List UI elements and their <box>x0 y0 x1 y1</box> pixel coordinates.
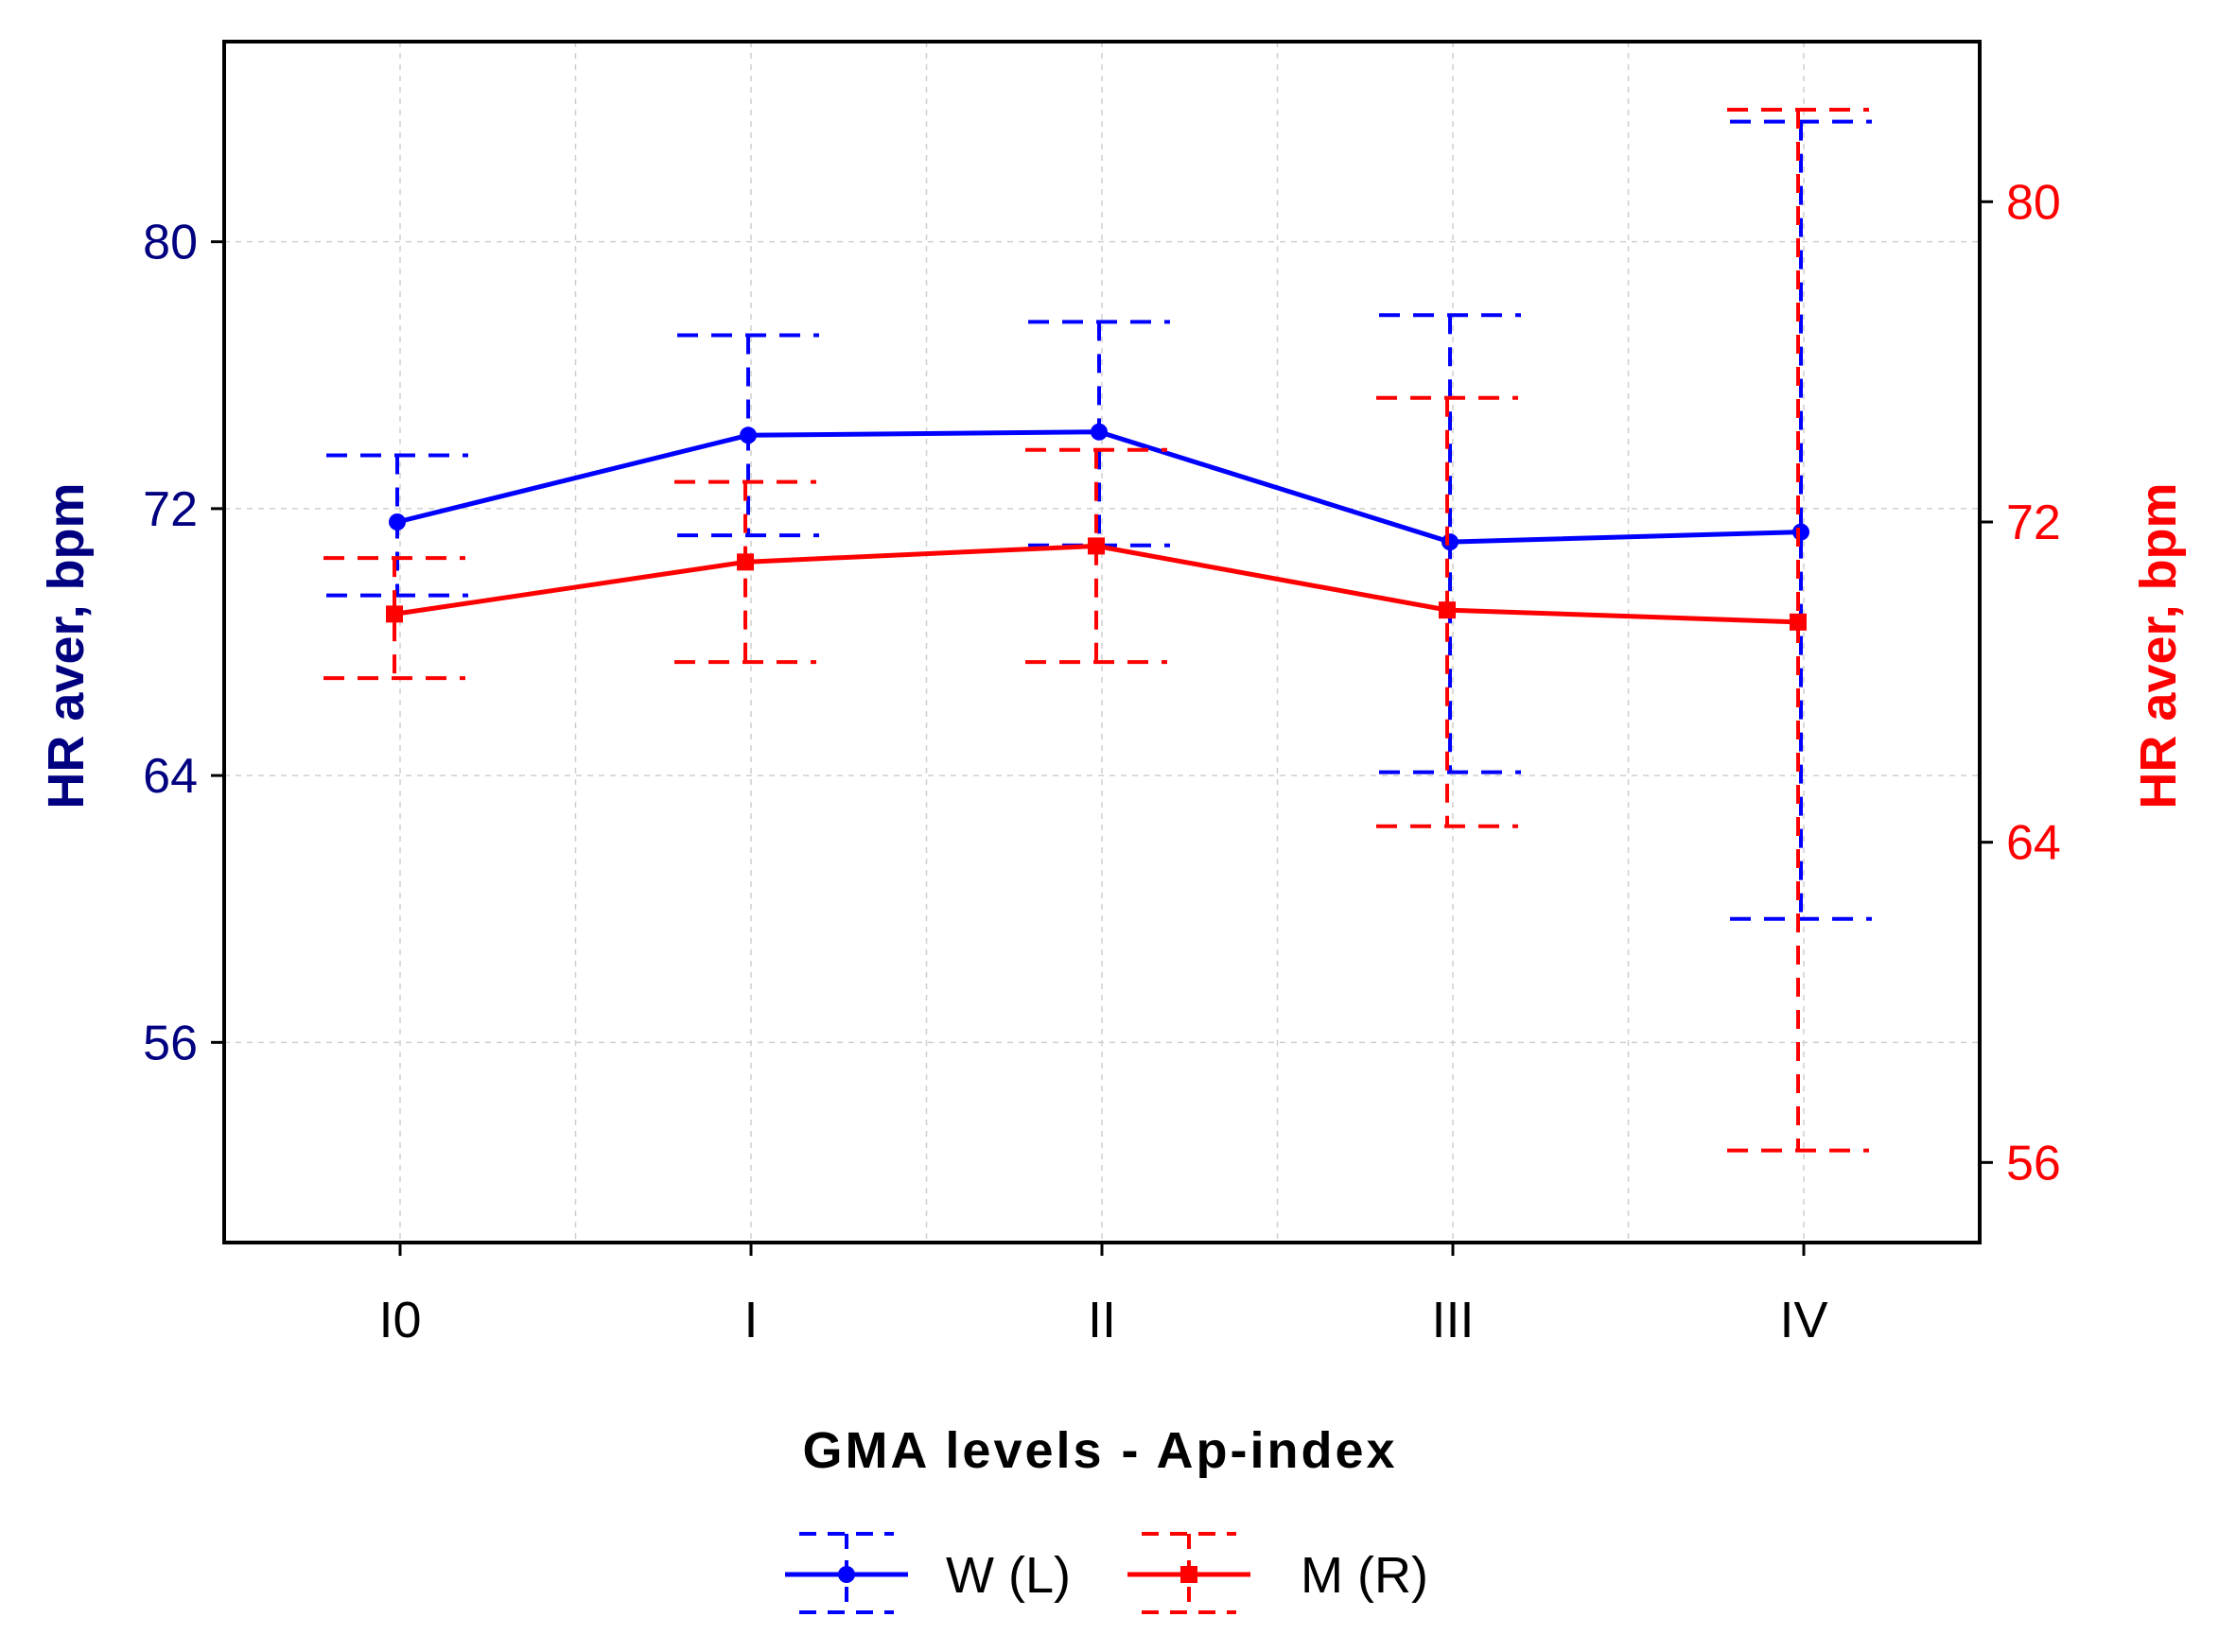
legend-label: M (R) <box>1301 1547 1428 1604</box>
data-point <box>1439 601 1456 619</box>
data-point <box>737 553 754 571</box>
y-left-tick-label: 72 <box>143 482 198 537</box>
legend-label: W (L) <box>946 1547 1071 1604</box>
y-right-tick-label: 72 <box>2006 496 2061 550</box>
x-axis-label: GMA levels - Ap-index <box>802 1422 1397 1479</box>
y-left-tick-label: 64 <box>143 749 198 804</box>
plot-frame <box>222 40 1982 1244</box>
legend-item: W (L) <box>785 1532 1071 1614</box>
data-point <box>389 513 406 530</box>
y-right-tick-label: 56 <box>2006 1136 2061 1191</box>
data-point <box>1088 537 1105 555</box>
series-w-l <box>326 119 1872 921</box>
x-tick-label: I <box>743 1292 758 1348</box>
series-m-r <box>323 107 1869 1153</box>
legend: W (L) M (R) <box>785 1532 1428 1614</box>
data-point <box>740 426 757 444</box>
y-axis-left-label: HR aver, bpm <box>38 482 95 809</box>
x-tick-label: I0 <box>378 1292 421 1348</box>
x-tick-label: IV <box>1779 1292 1827 1348</box>
data-point <box>1792 523 1809 541</box>
y-left-tick-label: 80 <box>143 216 198 270</box>
data-point <box>1091 423 1108 441</box>
legend-marker <box>1180 1566 1197 1583</box>
data-point <box>1441 533 1459 551</box>
data-point <box>386 605 403 623</box>
legend-item: M (R) <box>1127 1532 1428 1614</box>
x-tick-label: II <box>1088 1292 1116 1348</box>
x-tick-label: III <box>1431 1292 1474 1348</box>
legend-marker <box>838 1566 855 1583</box>
y-right-tick-label: 80 <box>2006 175 2061 230</box>
y-right-tick-label: 64 <box>2006 816 2061 871</box>
y-left-tick-label: 56 <box>143 1016 198 1070</box>
series-layer <box>323 107 1872 1153</box>
y-axis-right-label: HR aver, bpm <box>2130 482 2187 809</box>
data-point <box>1790 613 1807 631</box>
grid <box>224 42 1980 1243</box>
